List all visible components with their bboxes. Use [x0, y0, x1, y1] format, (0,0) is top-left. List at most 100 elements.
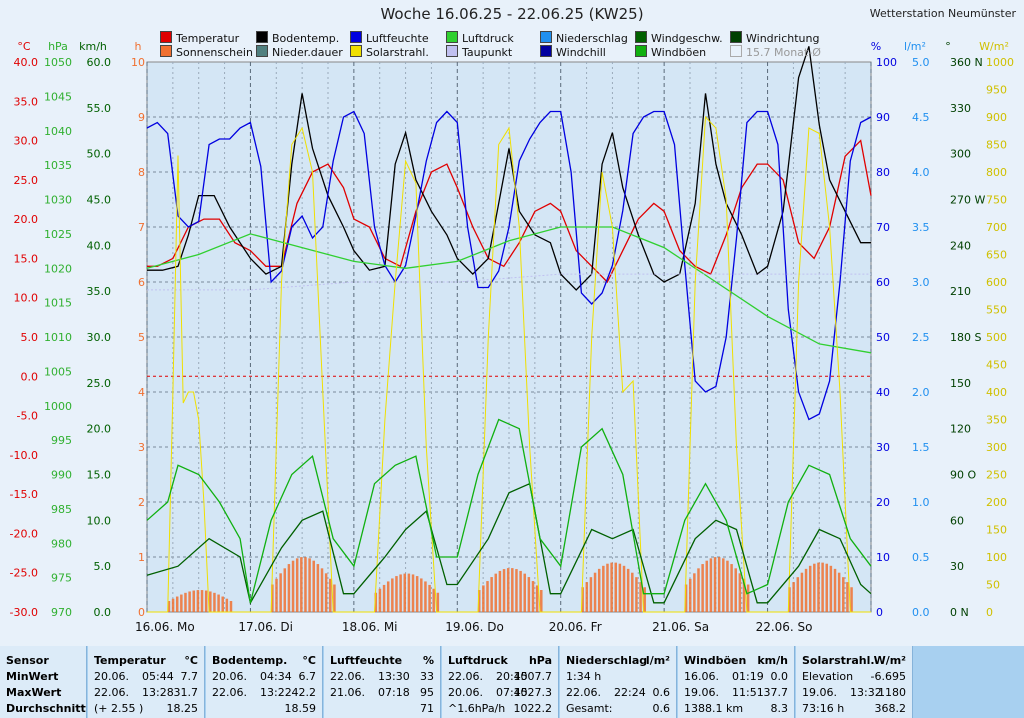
- stats-cell-value: 37.7: [763, 686, 789, 699]
- sunshine-bar: [726, 560, 729, 612]
- legend-item[interactable]: Luftfeuchte: [350, 31, 429, 45]
- stats-cell-row: 22.06. 22:24 0.6: [566, 686, 670, 700]
- stats-cell-value: 31.7: [173, 686, 199, 699]
- legend-item[interactable]: Solarstrahl.: [350, 45, 429, 59]
- legend-swatch: [256, 45, 268, 57]
- stats-cell-row: 22.06. 13:28 31.7: [94, 686, 198, 700]
- axis-tick-solar: 100: [986, 551, 1007, 564]
- stats-cell-value: 0.6: [652, 702, 671, 715]
- legend-item[interactable]: Windrichtung: [730, 31, 819, 45]
- axis-tick-pressure: 1005: [44, 365, 72, 378]
- axis-tick-sun_hours: 4: [138, 386, 145, 399]
- axis-tick-rain: 0.5: [912, 551, 930, 564]
- stats-cell-row: 20.06. 05:44 7.7: [94, 670, 198, 684]
- series-line-windben: [146, 418, 872, 603]
- stats-cell-time: 07:18: [378, 686, 410, 699]
- legend-item[interactable]: 15.7 Monat-Ø: [730, 45, 821, 59]
- sunshine-bar: [635, 577, 638, 612]
- series-line-luftdruck: [146, 226, 872, 354]
- stats-cell-date: 22.06.: [566, 686, 601, 699]
- axis-tick-pressure: 1030: [44, 194, 72, 207]
- sunshine-bar: [395, 576, 398, 612]
- legend-item[interactable]: Windchill: [540, 45, 606, 59]
- axis-tick-rain: 3.0: [912, 276, 930, 289]
- sunshine-bar: [709, 558, 713, 612]
- axis-tick-wind: 20.0: [87, 423, 112, 436]
- legend-item[interactable]: Taupunkt: [446, 45, 512, 59]
- stats-cell-time: 11:51: [732, 686, 764, 699]
- sunshine-bar: [196, 590, 200, 612]
- sunshine-bar: [693, 573, 696, 612]
- axis-tick-pressure: 1040: [44, 125, 72, 138]
- stats-cell-date: 20.06.: [448, 686, 483, 699]
- stats-cell-row: 1:34 h: [566, 670, 670, 684]
- axis-tick-direction: 270 W: [950, 194, 985, 207]
- axis-tick-humidity: 10: [876, 551, 890, 564]
- stats-column-header: Temperatur °C: [94, 654, 198, 667]
- legend-label: Windrichtung: [746, 32, 820, 45]
- axis-tick-solar: 900: [986, 111, 1007, 124]
- stats-cell-value: 7.7: [180, 670, 199, 683]
- sunshine-bar: [602, 565, 605, 612]
- grid-lines: [146, 62, 872, 612]
- axis-unit-solar: W/m²: [979, 40, 1009, 53]
- legend-item[interactable]: Luftdruck: [446, 31, 514, 45]
- legend-swatch: [256, 31, 268, 43]
- axis-tick-sun_hours: 1: [138, 551, 145, 564]
- sunshine-bar: [403, 573, 407, 612]
- stats-row-label: MaxWert: [6, 686, 62, 699]
- legend-item[interactable]: Niederschlag: [540, 31, 628, 45]
- stats-cell-date: 16.06.: [684, 670, 719, 683]
- legend-item[interactable]: Windböen: [635, 45, 706, 59]
- axis-tick-sun_hours: 3: [138, 441, 145, 454]
- sunshine-bar: [407, 573, 411, 612]
- sunshine-bar: [742, 578, 746, 612]
- series-lines: [146, 46, 872, 613]
- stats-column-header: Luftdruck hPa: [448, 654, 552, 667]
- stats-column-title: Windböen: [684, 654, 747, 667]
- x-axis-day-label: 20.06. Fr: [549, 620, 602, 634]
- stats-column-header: Windböen km/h: [684, 654, 788, 667]
- axis-tick-solar: 200: [986, 496, 1007, 509]
- stats-cell-date: 22.06.: [448, 670, 483, 683]
- sunshine-bar: [622, 565, 626, 612]
- sunshine-bar: [713, 557, 717, 612]
- sunshine-bar: [188, 591, 191, 612]
- sunshine-bar: [506, 568, 510, 612]
- legend-label: Niederschlag: [556, 32, 628, 45]
- axis-unit-humidity: %: [871, 40, 881, 53]
- axis-unit-wind: km/h: [79, 40, 107, 53]
- legend-item[interactable]: Bodentemp.: [256, 31, 339, 45]
- sunshine-bar: [200, 590, 204, 612]
- sunshine-bar: [271, 584, 274, 612]
- axis-tick-rain: 4.5: [912, 111, 930, 124]
- legend-item[interactable]: Sonnenschein: [160, 45, 253, 59]
- axis-tick-solar: 300: [986, 441, 1007, 454]
- sunshine-bar: [333, 584, 336, 612]
- axis-tick-solar: 350: [986, 414, 1007, 427]
- sunshine-bar: [597, 568, 601, 612]
- sunshine-bar: [730, 564, 733, 612]
- axis-tick-direction: 240: [950, 239, 971, 252]
- legend-item[interactable]: Windgeschw.: [635, 31, 723, 45]
- axis-tick-pressure: 1000: [44, 400, 72, 413]
- sunshine-bar: [523, 573, 526, 612]
- stats-cell-time: 13:30: [378, 670, 410, 683]
- legend-item[interactable]: Temperatur: [160, 31, 239, 45]
- legend-item[interactable]: Nieder.dauer: [256, 45, 343, 59]
- stats-cell-row: 1388.1 km 8.3: [684, 702, 788, 716]
- axis-tick-pressure: 1050: [44, 56, 72, 69]
- stats-column-unit: °C: [184, 654, 198, 667]
- axis-tick-humidity: 90: [876, 111, 890, 124]
- stats-row-label: Durchschnitt: [6, 702, 86, 715]
- stats-column-title: Luftfeuchte: [330, 654, 403, 667]
- sunshine-bar: [639, 582, 642, 612]
- axis-tick-wind: 0.0: [94, 606, 112, 619]
- axis-tick-pressure: 995: [51, 434, 72, 447]
- stats-cell-row: 22.06. 13:30 33: [330, 670, 434, 684]
- sunshine-bar: [184, 592, 187, 612]
- axis-tick-sun_hours: 9: [138, 111, 145, 124]
- stats-cell-date: 1388.1 km: [684, 702, 744, 715]
- axis-tick-temp: 15.0: [14, 252, 39, 265]
- stats-column-header: Bodentemp. °C: [212, 654, 316, 667]
